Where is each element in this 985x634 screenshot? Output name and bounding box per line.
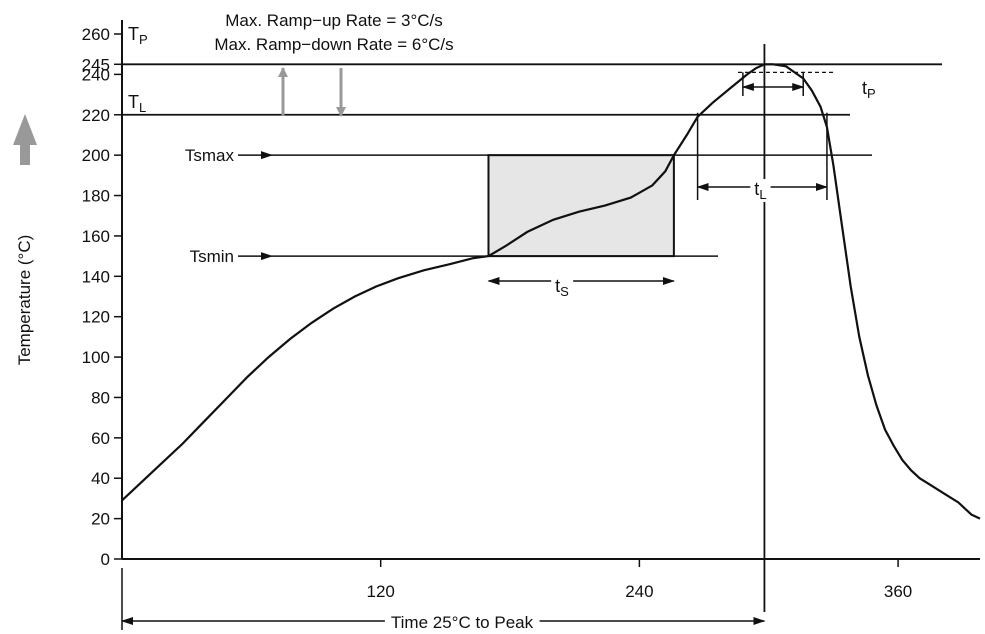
y-tick-label: 180 [82,187,110,206]
label-background [551,276,574,299]
label-background [750,179,771,202]
tp-label: TP [128,24,148,47]
y-tick-label: 140 [82,267,110,286]
y-tick-label: 160 [82,227,110,246]
y-tick-label: 100 [82,348,110,367]
y-tick-label: 120 [82,308,110,327]
tl-label: TL [128,92,146,115]
x-axis-label: Time 25°C to Peak [391,613,534,632]
tsmin-label: Tsmin [190,247,234,266]
tl-time-label: tL [754,179,766,202]
y-tick-label: 200 [82,146,110,165]
y-tick-label: 220 [82,106,110,125]
y-tick-label: 260 [82,25,110,44]
y-tick-label: 245 [82,55,110,74]
axis-ticks: 0204060801001201401601802002202402452601… [82,25,913,601]
soak-window-area [487,154,675,258]
x-tick-label: 120 [367,582,395,601]
y-tick-label: 40 [91,469,110,488]
x-axis-label-background [384,612,540,633]
y-axis-label: Temperature (°C) [15,235,34,366]
ramp-down-note: Max. Ramp−down Rate = 6°C/s [214,35,453,54]
tp-time-label: tP [862,78,876,101]
y-tick-label: 20 [91,510,110,529]
ts-label: tS [555,276,569,299]
y-tick-label: 0 [101,550,110,569]
y-tick-label: 240 [82,65,110,84]
y-tick-label: 80 [91,388,110,407]
x-tick-label: 360 [884,582,912,601]
reflow-profile-curve [121,63,981,520]
tsmax-label: Tsmax [185,146,235,165]
ramp-up-note: Max. Ramp−up Rate = 3°C/s [225,11,443,30]
y-tick-label: 60 [91,429,110,448]
temperature-up-arrow-icon [13,114,37,165]
x-tick-label: 240 [625,582,653,601]
